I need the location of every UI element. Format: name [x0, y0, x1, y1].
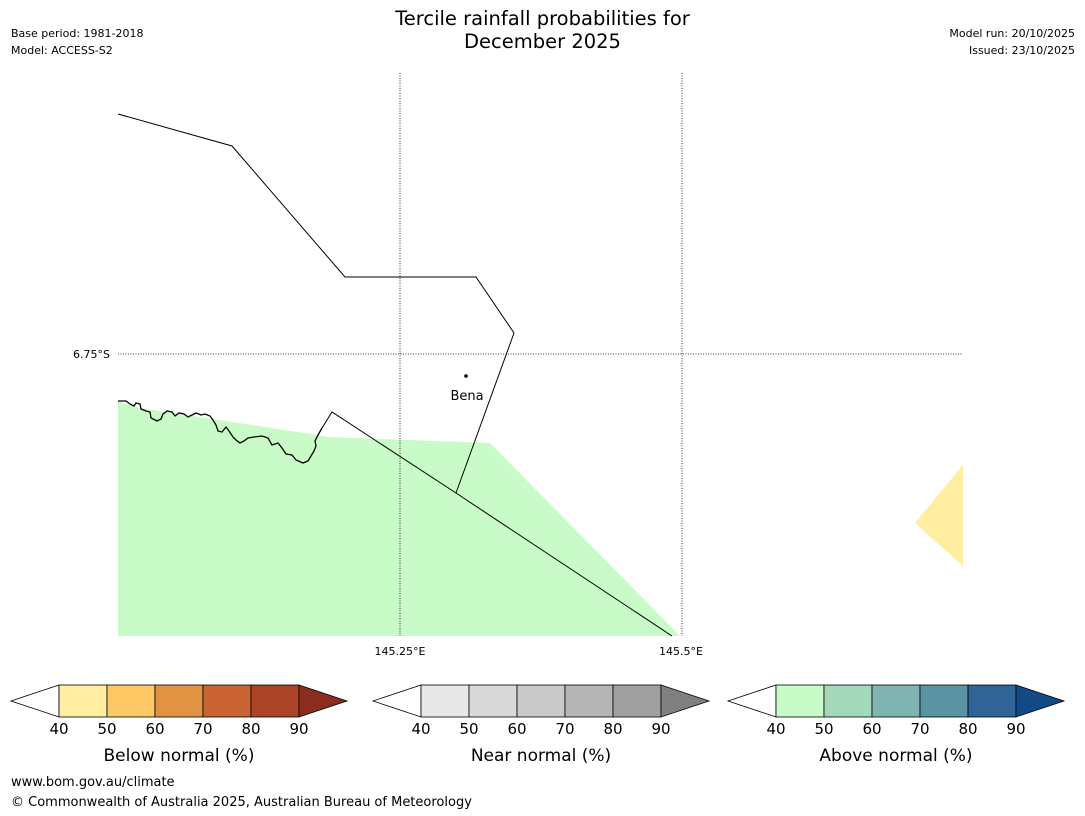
legend-above-swatch-4: [919, 684, 969, 718]
legend-near-tick-40: 40: [411, 720, 430, 738]
legend-near-tick-50: 50: [459, 720, 478, 738]
map[interactable]: Bena 6.75°S 145.25°E 145.5°E: [0, 0, 1085, 670]
legend-above-normal: 40 50 60 70 80 90 Above normal (%): [726, 684, 1066, 766]
legend-below-normal: 40 50 60 70 80 90 Below normal (%): [9, 684, 349, 766]
legend-above-swatch-2: [823, 684, 873, 718]
issued-text: Issued: 23/10/2025: [968, 44, 1075, 57]
legend-near-normal: 40 50 60 70 80 90 Near normal (%): [371, 684, 711, 766]
legend-below-swatch-4: [202, 684, 252, 718]
province-boundary-north: [117, 113, 515, 494]
river-line: [118, 400, 323, 464]
legend-near-tick-90: 90: [651, 720, 670, 738]
legend-below-under-arrow: [9, 684, 60, 718]
title-line-2: December 2025: [464, 30, 621, 53]
legend-below-swatch-2: [106, 684, 156, 718]
legends: 40 50 60 70 80 90 Below normal (%) 40 50…: [9, 684, 1066, 766]
legend-above-label: Above normal (%): [819, 746, 972, 766]
above-normal-region: [118, 401, 680, 636]
legend-near-over-arrow: [660, 684, 711, 718]
legend-below-tick-90: 90: [289, 720, 308, 738]
legend-above-tick-70: 70: [910, 720, 929, 738]
below-normal-region: [915, 465, 963, 566]
bena-label: Bena: [450, 389, 483, 404]
footer-copyright: © Commonwealth of Australia 2025, Austra…: [11, 795, 472, 810]
legend-below-swatch-3: [154, 684, 204, 718]
legend-near-swatch-3: [516, 684, 566, 718]
legend-above-tick-60: 60: [862, 720, 881, 738]
legend-near-tick-60: 60: [507, 720, 526, 738]
legend-below-label: Below normal (%): [104, 746, 255, 766]
legend-above-tick-40: 40: [766, 720, 785, 738]
longitude-label-14525: 145.25°E: [375, 645, 426, 658]
meta-left: Base period: 1981-2018 Model: ACCESS-S2: [11, 25, 143, 59]
legend-above-tick-90: 90: [1006, 720, 1025, 738]
legend-below-swatch-1: [58, 684, 108, 718]
legend-above-over-arrow: [1015, 684, 1066, 718]
page-title: Tercile rainfall probabilities for Decem…: [0, 7, 1085, 53]
legend-below-tick-80: 80: [241, 720, 260, 738]
legend-near-swatch-5: [612, 684, 662, 718]
model-run-text: Model run: 20/10/2025: [949, 27, 1075, 40]
legend-near-tick-80: 80: [603, 720, 622, 738]
longitude-label-1455: 145.5°E: [659, 645, 703, 658]
footer-url[interactable]: www.bom.gov.au/climate: [11, 775, 175, 790]
legend-near-swatch-2: [468, 684, 518, 718]
legend-near-label: Near normal (%): [471, 746, 611, 766]
title-line-1: Tercile rainfall probabilities for: [395, 7, 690, 30]
legend-above-under-arrow: [726, 684, 777, 718]
base-period-text: Base period: 1981-2018: [11, 27, 144, 40]
model-text: Model: ACCESS-S2: [11, 44, 113, 57]
meta-right: Model run: 20/10/2025 Issued: 23/10/2025: [949, 25, 1075, 59]
legend-below-tick-40: 40: [49, 720, 68, 738]
legend-below-over-arrow: [298, 684, 349, 718]
legend-near-swatch-1: [420, 684, 470, 718]
legend-near-tick-70: 70: [555, 720, 574, 738]
legend-below-swatch-5: [250, 684, 300, 718]
legend-below-tick-70: 70: [193, 720, 212, 738]
bena-marker: [464, 374, 468, 378]
latitude-label: 6.75°S: [73, 348, 110, 361]
province-boundary-south: [321, 411, 673, 637]
legend-below-tick-60: 60: [145, 720, 164, 738]
legend-above-swatch-3: [871, 684, 921, 718]
legend-above-swatch-1: [775, 684, 825, 718]
legend-near-under-arrow: [371, 684, 422, 718]
legend-near-swatch-4: [564, 684, 614, 718]
legend-below-tick-50: 50: [97, 720, 116, 738]
legend-above-swatch-5: [967, 684, 1017, 718]
legend-above-tick-80: 80: [958, 720, 977, 738]
legend-above-tick-50: 50: [814, 720, 833, 738]
